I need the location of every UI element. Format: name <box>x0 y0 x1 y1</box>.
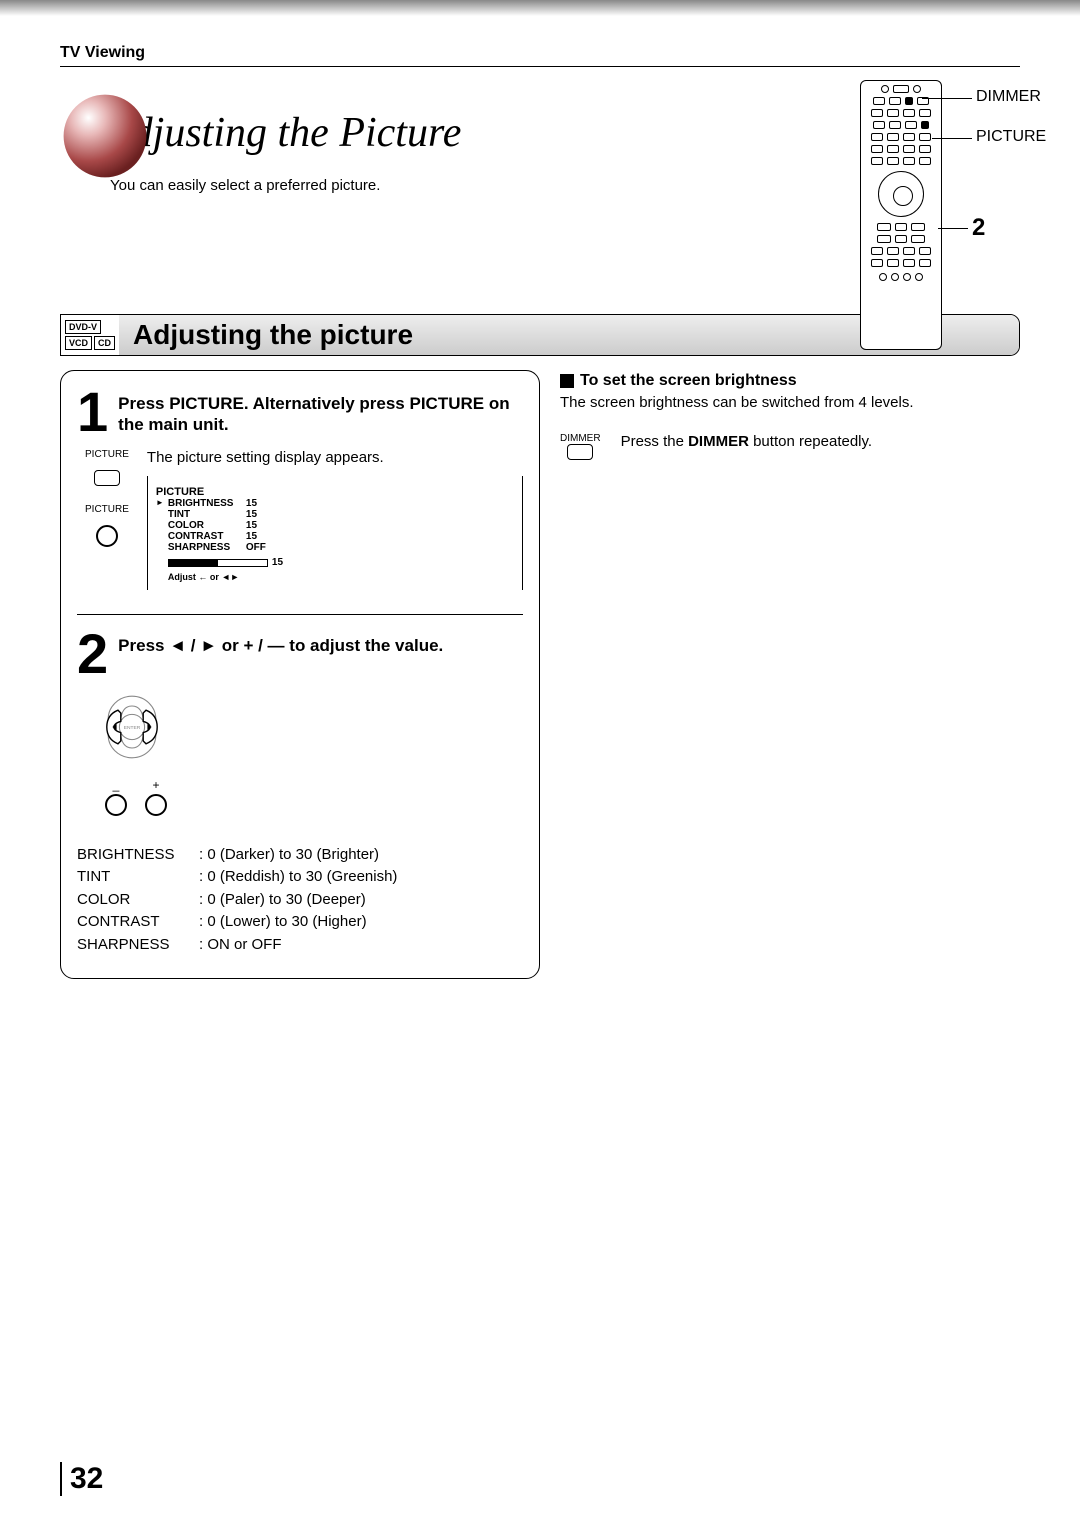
header-rule <box>60 66 1020 67</box>
plus-button-icon: + <box>145 778 167 816</box>
top-gradient <box>0 0 1080 16</box>
picture-buttons: PICTURE PICTURE <box>85 449 129 590</box>
step-number: 2 <box>77 629 108 679</box>
osd-row: CONTRAST15 <box>156 531 514 542</box>
step2-icons: ENTER _ + <box>97 692 523 816</box>
step1-desc: The picture setting display appears. <box>147 449 523 466</box>
step1-body: PICTURE PICTURE The picture setting disp… <box>85 449 523 590</box>
range-row: TINT: 0 (Reddish) to 30 (Greenish) <box>77 866 523 889</box>
right-text: The screen brightness can be switched fr… <box>560 394 1020 411</box>
range-row: SHARPNESS: ON or OFF <box>77 934 523 957</box>
right-heading-text: To set the screen brightness <box>580 372 797 390</box>
range-row: CONTRAST: 0 (Lower) to 30 (Higher) <box>77 911 523 934</box>
format-badges: DVD-V VCD CD <box>61 317 119 353</box>
badge: CD <box>94 336 115 350</box>
section-header: TV Viewing <box>60 44 1020 62</box>
instruction-box: 1 Press PICTURE. Alternatively press PIC… <box>60 370 540 979</box>
osd-row: TINT15 <box>156 509 514 520</box>
dimmer-label: DIMMER <box>560 433 601 444</box>
page-number: 32 <box>60 1462 103 1496</box>
callout-step2: 2 <box>972 214 985 242</box>
page-title: Adjusting the Picture <box>106 109 461 157</box>
svg-text:ENTER: ENTER <box>124 725 141 731</box>
dimmer-instruction: Press the DIMMER button repeatedly. <box>621 433 873 450</box>
osd-display: PICTURE BRIGHTNESS15 TINT15 COLOR15 CONT… <box>147 476 523 590</box>
remote-illustration: DIMMER PICTURE 2 <box>860 80 960 350</box>
dimmer-row: DIMMER Press the DIMMER button repeatedl… <box>560 433 1020 460</box>
dpad-icon: ENTER <box>97 692 167 762</box>
dimmer-button-icon: DIMMER <box>560 433 601 460</box>
osd-bar: 15 <box>156 557 514 568</box>
page: TV Viewing Adjusting the Picture You can… <box>0 0 1080 1526</box>
step-number: 1 <box>77 387 108 437</box>
osd-footer: Adjust ← or ◄► <box>156 572 514 582</box>
step-title: Press PICTURE. Alternatively press PICTU… <box>118 393 523 436</box>
range-row: COLOR: 0 (Paler) to 30 (Deeper) <box>77 889 523 912</box>
plus-minus-icons: _ + <box>105 778 167 816</box>
osd-row: COLOR15 <box>156 520 514 531</box>
square-bullet-icon <box>560 374 574 388</box>
btn-label: PICTURE <box>85 504 129 515</box>
step-divider <box>77 614 523 615</box>
right-column: To set the screen brightness The screen … <box>560 370 1020 460</box>
minus-button-icon: _ <box>105 778 127 816</box>
range-row: BRIGHTNESS: 0 (Darker) to 30 (Brighter) <box>77 844 523 867</box>
remote-dpad <box>878 171 924 217</box>
callout-line-2 <box>938 228 968 229</box>
ranges-list: BRIGHTNESS: 0 (Darker) to 30 (Brighter) … <box>77 844 523 957</box>
content-row: 1 Press PICTURE. Alternatively press PIC… <box>60 370 1020 979</box>
callout-line-picture <box>932 138 972 139</box>
step-1: 1 Press PICTURE. Alternatively press PIC… <box>77 387 523 437</box>
right-heading: To set the screen brightness <box>560 372 1020 390</box>
step-2: 2 Press ◄ / ► or + / — to adjust the val… <box>77 629 523 679</box>
title-block: Adjusting the Picture <box>106 91 461 157</box>
badge: VCD <box>65 336 92 350</box>
step-title: Press ◄ / ► or + / — to adjust the value… <box>118 635 443 656</box>
osd-title: PICTURE <box>156 486 514 498</box>
osd-row: SHARPNESSOFF <box>156 542 514 553</box>
callout-dimmer: DIMMER <box>976 88 1041 106</box>
step1-right: The picture setting display appears. PIC… <box>147 449 523 590</box>
btn-label: PICTURE <box>85 449 129 460</box>
osd-row: BRIGHTNESS15 <box>156 498 514 509</box>
picture-unit-button-icon <box>96 525 118 547</box>
remote-body <box>860 80 942 350</box>
callout-picture: PICTURE <box>976 128 1046 146</box>
badge: DVD-V <box>65 320 101 334</box>
sphere-graphic <box>60 91 150 181</box>
picture-remote-button-icon <box>94 470 120 486</box>
callout-line-dimmer <box>922 98 972 99</box>
